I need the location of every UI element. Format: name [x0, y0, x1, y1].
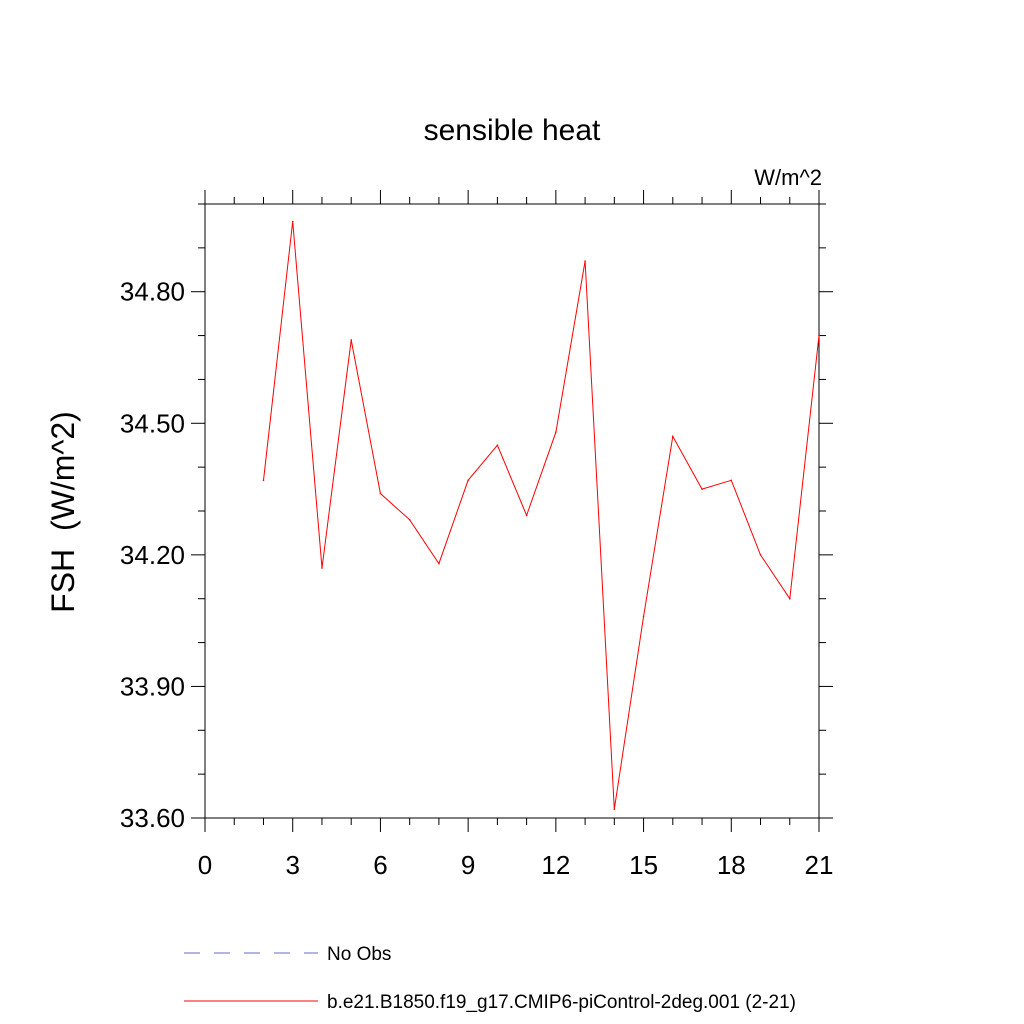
data-point	[788, 597, 791, 600]
axes: 0 3 6 9 12 15 18 21 33.60 33.90 34.20 34.50 34.80	[120, 190, 834, 880]
data-point	[408, 518, 411, 521]
data-point	[438, 562, 440, 565]
y-tick-label: 33.90	[120, 671, 185, 701]
y-tick-label: 34.20	[120, 540, 185, 570]
data-point	[613, 808, 616, 811]
data-point	[584, 260, 586, 262]
legend: No Obs b.e21.B1850.f19_g17.CMIP6-piContro…	[184, 944, 796, 1013]
x-tick-label: 12	[541, 850, 570, 880]
y-tick-label: 34.80	[120, 277, 185, 307]
data-point	[379, 492, 382, 495]
legend-label: No Obs	[327, 944, 391, 965]
data-point	[759, 554, 762, 556]
data-point	[350, 339, 352, 341]
y-tick-label: 33.60	[120, 803, 185, 833]
data-point	[701, 488, 703, 490]
series-layer	[262, 220, 820, 811]
data-point	[818, 334, 820, 337]
x-tick-label: 9	[461, 850, 475, 880]
data-point	[321, 567, 323, 569]
chart-title: sensible heat	[424, 114, 601, 147]
data-point	[642, 615, 645, 618]
x-tick-label: 18	[717, 850, 746, 880]
y-tick-label: 34.50	[120, 408, 185, 438]
x-tick-label: 0	[198, 850, 212, 880]
data-point	[291, 220, 294, 223]
x-tick-label: 3	[285, 850, 299, 880]
data-point	[555, 431, 557, 433]
units-label: W/m^2	[754, 165, 822, 190]
data-point	[730, 479, 733, 482]
data-point	[496, 444, 499, 447]
x-tick-label: 15	[629, 850, 658, 880]
data-point	[467, 479, 469, 482]
plot-frame	[204, 203, 820, 819]
x-tick-label: 21	[805, 850, 834, 880]
data-point	[262, 479, 265, 482]
data-point	[672, 435, 674, 438]
y-axis-label: FSH (W/m^2)	[45, 411, 81, 613]
data-point	[525, 514, 528, 517]
legend-label: b.e21.B1850.f19_g17.CMIP6-piControl-2deg…	[327, 992, 796, 1013]
series-line	[263, 221, 820, 810]
x-tick-label: 6	[373, 850, 387, 880]
